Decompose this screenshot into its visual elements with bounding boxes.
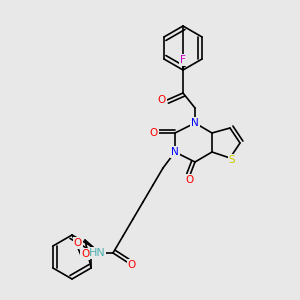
Text: N: N	[191, 118, 199, 128]
Text: S: S	[229, 155, 235, 165]
Text: O: O	[150, 128, 158, 138]
Text: O: O	[186, 175, 194, 185]
Text: N: N	[191, 118, 199, 128]
Text: N: N	[171, 147, 179, 157]
Text: F: F	[180, 55, 186, 65]
Text: O: O	[128, 260, 136, 270]
Text: HN: HN	[88, 248, 105, 258]
Text: O: O	[158, 95, 166, 105]
Text: O: O	[81, 249, 89, 259]
Text: O: O	[74, 238, 82, 248]
